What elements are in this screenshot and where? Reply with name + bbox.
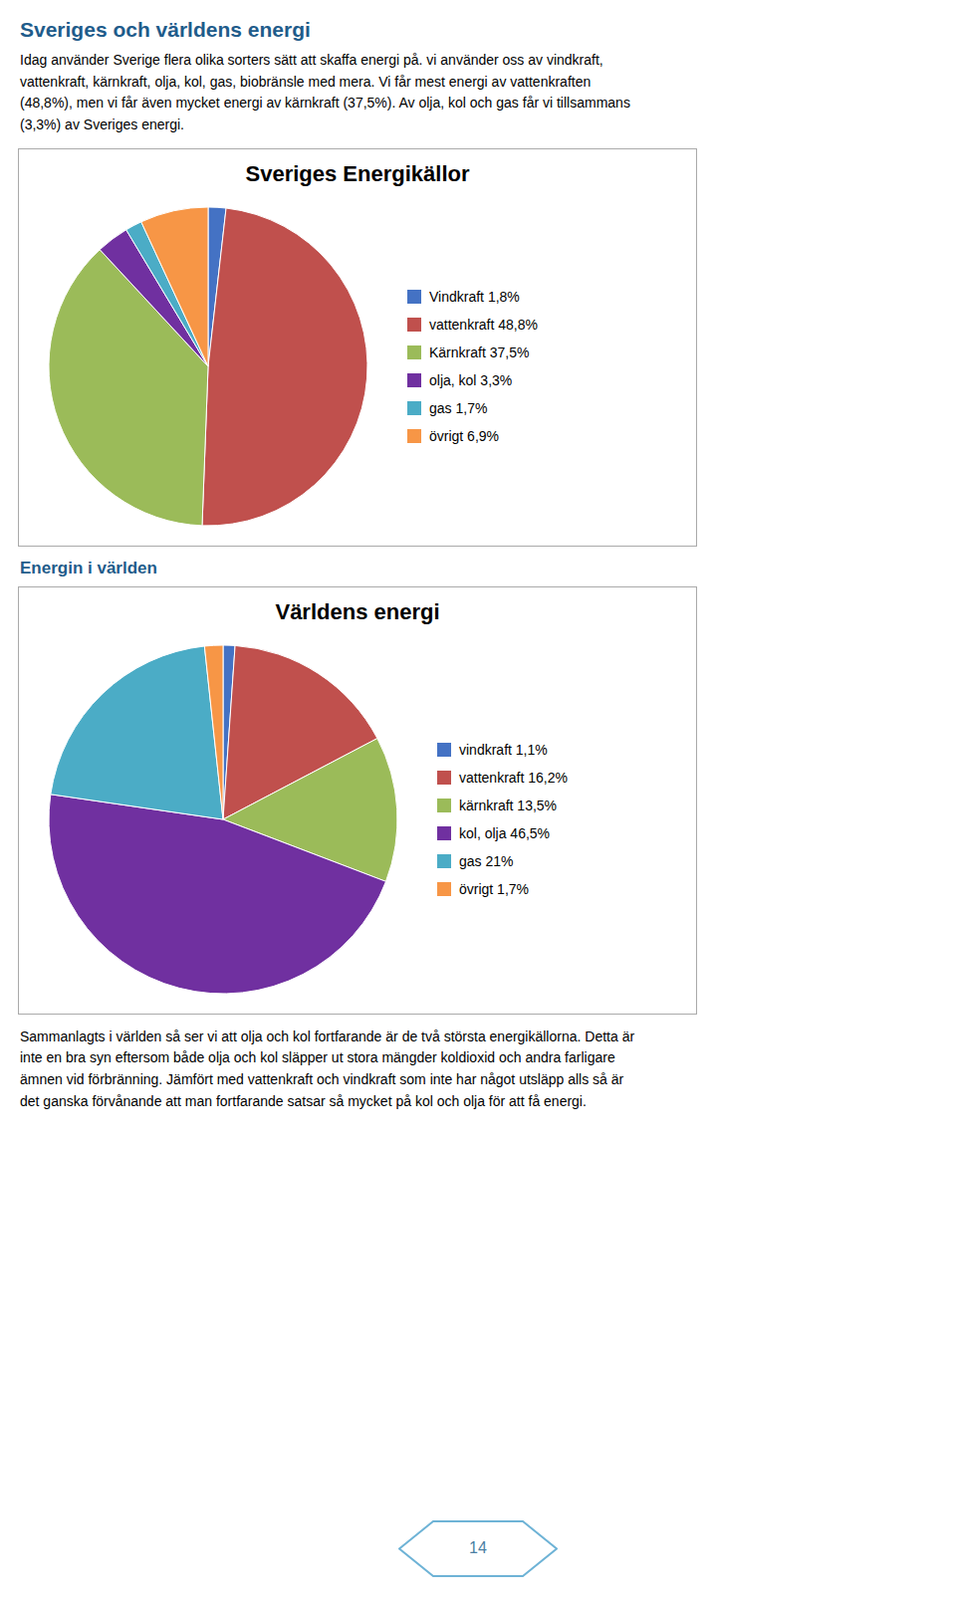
html-text:Sammanlagts i världen så ser v: Sammanlagts i världen så ser vi att olja… xyxy=(19,1028,635,1110)
html-text:gas 21%: gas 21% xyxy=(459,853,514,870)
html-text:Idag använder Sverige flera ol: Idag använder Sverige flera olika sorter… xyxy=(19,51,631,133)
html-text:Kärnkraft 37,5%: Kärnkraft 37,5% xyxy=(429,344,530,361)
html-text:olja, kol 3,3%: olja, kol 3,3% xyxy=(429,372,513,389)
html-text:gas 1,7%: gas 1,7% xyxy=(429,400,488,417)
html-text:Sveriges och världens energi: Sveriges och världens energi xyxy=(19,17,311,41)
html-text:vattenkraft 48,8%: vattenkraft 48,8% xyxy=(429,316,538,333)
html-text:kol, olja 46,5%: kol, olja 46,5% xyxy=(459,825,550,842)
html-text:Världens energi: Världens energi xyxy=(275,599,440,625)
svg-text:14: 14 xyxy=(469,1539,487,1557)
html-text:övrigt 1,7%: övrigt 1,7% xyxy=(459,881,529,898)
html-text:kärnkraft 13,5%: kärnkraft 13,5% xyxy=(459,797,557,814)
html-text:Sveriges Energikällor: Sveriges Energikällor xyxy=(245,161,470,187)
html-text:Vindkraft 1,8%: Vindkraft 1,8% xyxy=(429,288,520,305)
html-text:Energin i världen: Energin i världen xyxy=(19,558,158,578)
html-text:vindkraft 1,1%: vindkraft 1,1% xyxy=(459,741,548,758)
html-text:övrigt 6,9%: övrigt 6,9% xyxy=(429,428,499,444)
html-text:vattenkraft 16,2%: vattenkraft 16,2% xyxy=(459,769,568,786)
